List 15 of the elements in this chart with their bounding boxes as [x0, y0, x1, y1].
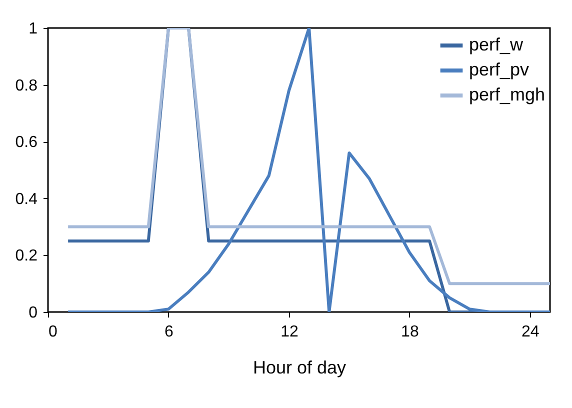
- x-tick-label: 12: [280, 324, 298, 340]
- x-axis-title: Hour of day: [252, 358, 346, 378]
- y-tick-label: 0.6: [15, 134, 38, 152]
- legend-label: perf_mgh: [469, 84, 546, 104]
- x-tick-label: 0: [48, 324, 58, 340]
- y-tick-label: 1: [28, 20, 38, 38]
- x-tick-label: 24: [522, 324, 540, 340]
- y-tick-label: 0.8: [15, 77, 38, 94]
- y-tick-label: 0.4: [15, 190, 38, 208]
- y-tick-label: 0: [28, 304, 38, 322]
- y-tick-label: 0.2: [15, 248, 38, 265]
- legend-label: perf_pv: [469, 60, 530, 80]
- legend-label: perf_w: [469, 34, 524, 54]
- x-tick-label: 18: [401, 324, 419, 340]
- x-tick-label: 6: [164, 324, 174, 340]
